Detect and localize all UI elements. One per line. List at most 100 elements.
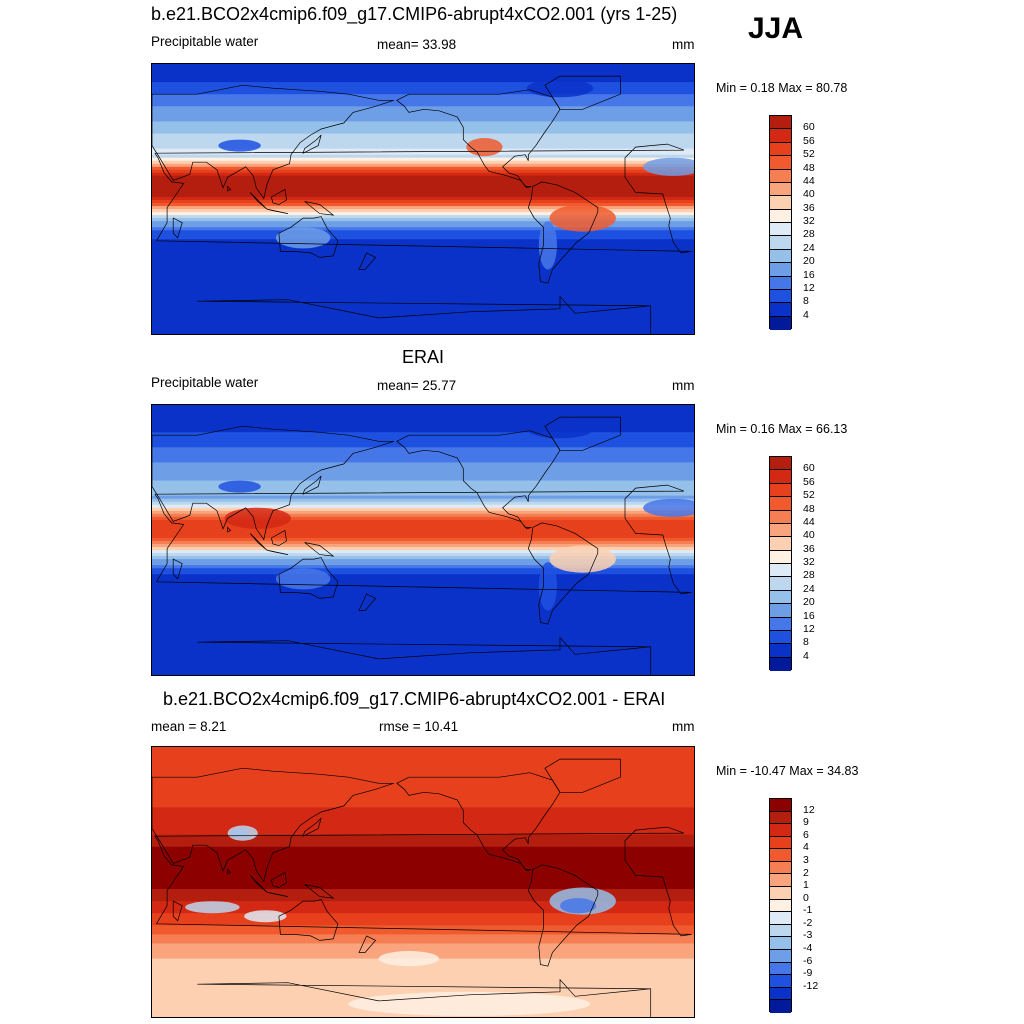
colorbar-swatch	[770, 861, 791, 875]
colorbar-swatch	[770, 874, 791, 888]
coastline-nz	[358, 593, 377, 611]
coastline-n_america	[396, 89, 561, 189]
panel-3-colorbar	[769, 798, 792, 1013]
colorbar-tick-label: 52	[803, 489, 815, 502]
colorbar-tick-label: 36	[803, 542, 815, 555]
colorbar-tick-label: 24	[803, 582, 815, 595]
colorbar-swatch	[770, 590, 791, 605]
coastline-s_america	[527, 522, 599, 625]
colorbar-tick-label: 16	[803, 268, 815, 281]
coastline-japan	[302, 817, 322, 837]
coastline-greenland	[544, 416, 621, 451]
coastline-s_america	[527, 864, 599, 967]
colorbar-tick-label: 52	[803, 148, 815, 161]
coastline-madagascar	[172, 217, 183, 239]
coastline-newguinea	[304, 201, 335, 216]
coastline-eurasia_w	[152, 84, 394, 200]
coastline-india_sri	[227, 868, 232, 875]
panel-2-title: ERAI	[402, 347, 445, 367]
colorbar-swatch	[770, 116, 791, 130]
map-field	[152, 64, 694, 334]
colorbar-swatch	[770, 236, 791, 250]
colorbar-swatch	[770, 657, 791, 671]
colorbar-swatch	[770, 470, 791, 484]
colorbar-tick-label: 60	[803, 462, 815, 475]
coastline-africa	[154, 826, 692, 937]
coastline-newguinea	[304, 542, 335, 557]
coastline-antarctica	[197, 978, 652, 1017]
coastline-antarctica	[197, 295, 652, 334]
colorbar-tick-label: 48	[803, 161, 815, 174]
colorbar-tick-label: 56	[803, 134, 815, 147]
coastline-australia	[278, 899, 339, 941]
coastline-borneo	[270, 529, 287, 546]
colorbar-swatch	[770, 263, 791, 277]
colorbar-swatch	[770, 811, 791, 825]
colorbar-tick-label: 8	[803, 636, 809, 649]
colorbar-tick-label: 12	[803, 622, 815, 635]
panel-3-map	[151, 746, 695, 1018]
colorbar-swatch	[770, 836, 791, 850]
panel-3-title: b.e21.BCO2x4cmip6.f09_g17.CMIP6-abrupt4x…	[163, 689, 666, 709]
colorbar-swatch	[770, 849, 791, 862]
colorbar-swatch	[770, 1000, 791, 1013]
colorbar-tick-label: 32	[803, 215, 815, 227]
colorbar-swatch	[770, 523, 791, 538]
coastline-n_america	[396, 430, 561, 530]
colorbar-tick-label: 28	[803, 569, 815, 582]
colorbar-swatch	[770, 249, 791, 264]
colorbar-swatch	[770, 129, 791, 143]
coastline-indonesia1	[249, 192, 268, 210]
colorbar-tick-label: 4	[803, 841, 809, 854]
panel-1-map	[151, 63, 695, 335]
colorbar-swatch	[770, 987, 791, 1001]
coastline-japan	[302, 134, 322, 154]
coastline-antarctica	[197, 636, 652, 675]
colorbar-tick-label: 12	[803, 803, 815, 816]
colorbar-tick-label: -12	[803, 979, 819, 992]
coastline-greenland	[544, 75, 621, 110]
colorbar-tick-label: -9	[803, 967, 813, 980]
colorbar-tick-label: 24	[803, 241, 815, 254]
panel-1-minmax: Min = 0.18 Max = 80.78	[716, 81, 848, 95]
colorbar-swatch	[770, 457, 791, 471]
colorbar-swatch	[770, 303, 791, 317]
panel-2-mean-label: mean= 25.77	[377, 378, 457, 393]
colorbar-swatch	[770, 604, 791, 618]
colorbar-swatch	[770, 316, 791, 330]
colorbar-tick-label: 9	[803, 816, 809, 829]
colorbar-tick-label: -2	[803, 916, 813, 929]
coastline-africa	[154, 484, 692, 595]
colorbar-swatch	[770, 169, 791, 183]
colorbar-swatch	[770, 550, 791, 564]
colorbar-swatch	[770, 537, 791, 551]
colorbar-swatch	[770, 156, 791, 170]
colorbar-swatch	[770, 937, 791, 950]
colorbar-swatch	[770, 289, 791, 304]
season-label: JJA	[748, 12, 804, 45]
coastline-indonesia1	[249, 875, 268, 893]
panel-1-title: b.e21.BCO2x4cmip6.f09_g17.CMIP6-abrupt4x…	[151, 4, 678, 24]
coastline-africa	[154, 143, 692, 254]
colorbar-tick-label: 0	[803, 891, 809, 904]
panel-1-colorbar	[769, 115, 792, 330]
panel-2-map	[151, 404, 695, 676]
colorbar-tick-label: 36	[803, 201, 815, 214]
colorbar-tick-label: 2	[803, 866, 809, 879]
map-field	[152, 747, 694, 1017]
coastline-nz	[358, 252, 377, 270]
coastline-indonesia2	[266, 549, 289, 555]
colorbar-tick-label: 48	[803, 502, 815, 515]
coastline-madagascar	[172, 558, 183, 580]
coastline-india_sri	[227, 185, 232, 192]
colorbar-swatch	[770, 564, 791, 578]
panel-2-units-label: mm	[672, 378, 695, 393]
colorbar-tick-label: 44	[803, 174, 815, 187]
colorbar-swatch	[770, 924, 791, 938]
panel-3-mean-label: mean = 8.21	[151, 719, 227, 734]
colorbar-swatch	[770, 899, 791, 913]
colorbar-swatch	[770, 617, 791, 631]
colorbar-swatch	[770, 209, 791, 223]
colorbar-swatch	[770, 577, 791, 591]
panel-3-units-label: mm	[672, 719, 695, 734]
